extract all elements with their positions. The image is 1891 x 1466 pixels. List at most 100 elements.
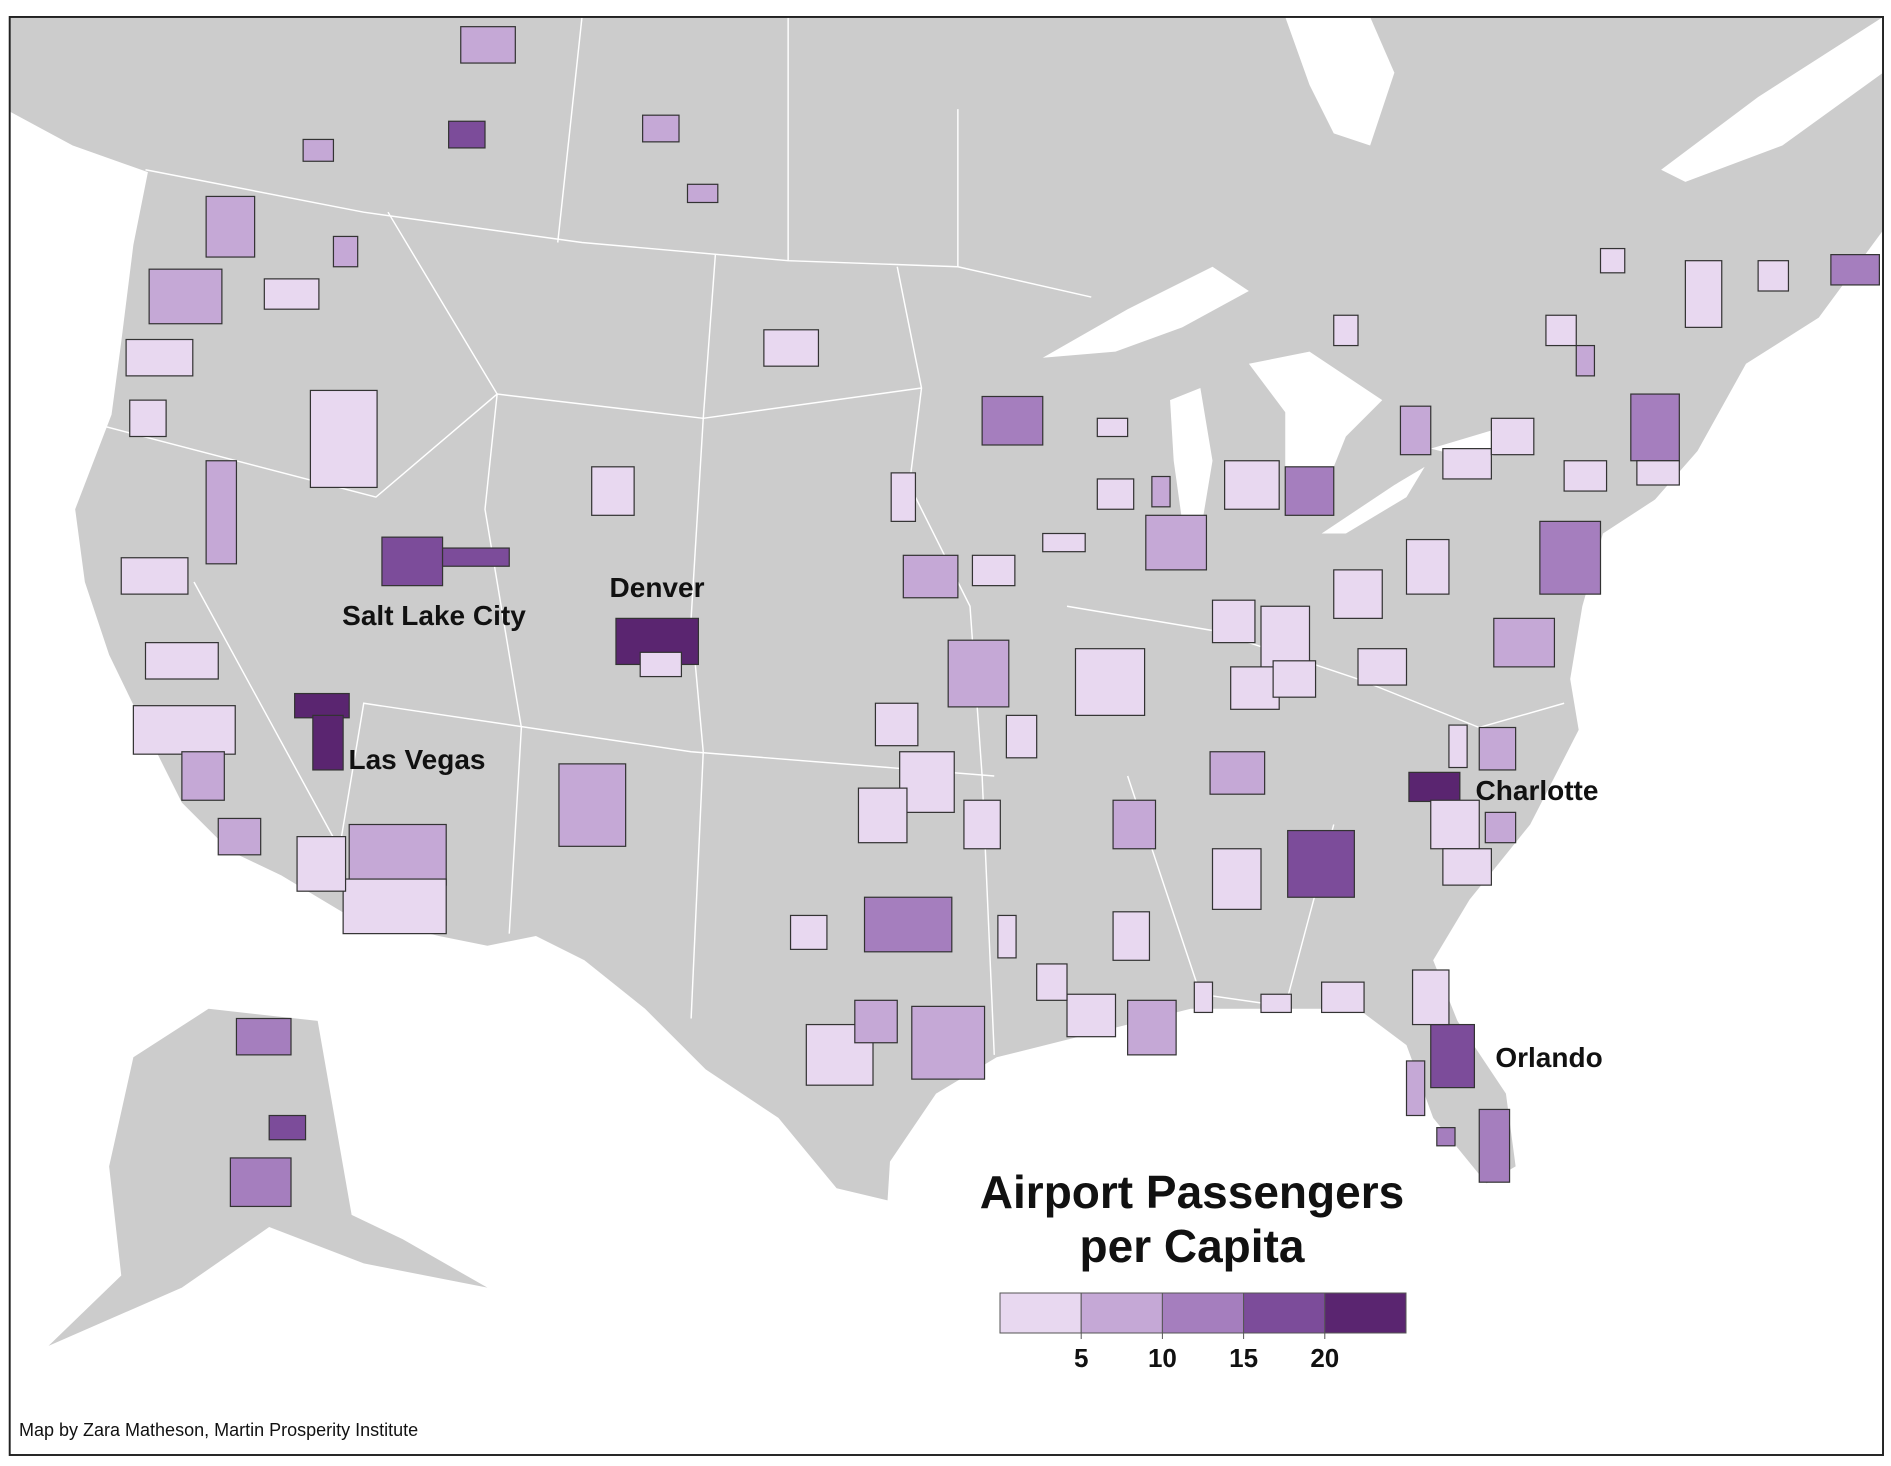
metro-area — [854, 999, 898, 1044]
metro-area — [342, 878, 447, 935]
metro-area — [1211, 848, 1262, 910]
metro-areas — [120, 26, 1880, 1208]
metro-area — [125, 338, 194, 377]
legend-tick-label: 20 — [1310, 1343, 1339, 1373]
metro-area — [1684, 260, 1723, 328]
metro-area — [144, 642, 219, 680]
city-label: Salt Lake City — [342, 600, 526, 631]
metro-area — [1005, 714, 1038, 759]
national-border — [145, 169, 1092, 298]
legend-tick-label: 5 — [1074, 1343, 1088, 1373]
lake-erie — [1321, 466, 1425, 534]
metro-area — [686, 183, 719, 204]
metro-area — [1066, 993, 1117, 1038]
metro-area — [890, 472, 917, 522]
metro-area — [1211, 599, 1256, 644]
metro-area — [591, 466, 635, 516]
metro-area — [348, 823, 447, 886]
metro-area — [120, 557, 189, 595]
metro-area — [460, 26, 516, 64]
metro-area — [1112, 911, 1151, 961]
metro-area — [1405, 1060, 1426, 1117]
city-labels: Salt Lake City Denver Las Vegas Charlott… — [342, 572, 1602, 1073]
metro-area — [1405, 538, 1450, 595]
metro-area — [217, 817, 262, 856]
metro-area — [1490, 417, 1535, 456]
city-label: Charlotte — [1476, 775, 1599, 806]
metro-area — [1074, 648, 1146, 716]
legend-swatch — [1161, 1292, 1245, 1334]
metro-area — [448, 120, 486, 149]
metro-area — [302, 138, 335, 162]
metro-area — [1151, 475, 1171, 508]
metro-area — [1599, 247, 1626, 274]
metro-area — [1545, 314, 1577, 347]
metro-area — [1042, 532, 1086, 553]
state-border — [1126, 775, 1335, 1008]
metro-area — [863, 896, 953, 953]
metro-area — [312, 714, 344, 771]
metro-area — [1230, 666, 1280, 710]
metro-area — [857, 787, 908, 844]
metro-area — [332, 235, 359, 268]
borders — [96, 16, 1565, 1055]
metro-area — [1209, 751, 1266, 795]
legend-title: per Capita — [1080, 1220, 1305, 1272]
hudson-bay — [1285, 16, 1395, 146]
metro-area — [132, 705, 236, 755]
legend: Airport Passengers per Capita 5 10 15 20 — [980, 1166, 1407, 1373]
metro-area — [263, 278, 320, 310]
metro-area — [1539, 520, 1602, 595]
metro-area — [558, 763, 627, 847]
legend-swatch — [999, 1292, 1082, 1334]
metro-area — [205, 195, 256, 258]
metro-area — [1448, 724, 1468, 769]
metro-area — [1260, 993, 1292, 1014]
legend-swatch — [1080, 1292, 1163, 1334]
metro-area — [441, 547, 510, 567]
metro-area — [1636, 460, 1680, 486]
legend-scale: 5 10 15 20 — [999, 1292, 1407, 1373]
metro-area — [1193, 981, 1214, 1014]
metro-area — [763, 329, 820, 367]
metro-area — [381, 536, 444, 587]
metro-area — [899, 751, 955, 813]
city-label: Las Vegas — [349, 744, 486, 775]
state-border — [387, 211, 523, 934]
metro-area — [947, 639, 1010, 708]
metro-area — [1563, 460, 1608, 492]
metro-area — [1321, 981, 1365, 1014]
metro-area — [789, 914, 828, 950]
metro-area — [1036, 963, 1068, 1001]
legend-title: Airport Passengers — [980, 1166, 1404, 1218]
metro-area — [1357, 648, 1408, 686]
metro-area — [1575, 344, 1596, 377]
metro-area — [1442, 448, 1492, 480]
metro-area — [1272, 660, 1317, 698]
frame — [8, 16, 1884, 1456]
metro-area — [1127, 999, 1177, 1056]
metro-area — [1399, 405, 1432, 456]
metro-area — [1408, 771, 1461, 803]
metro-area — [1484, 811, 1517, 844]
metro-area — [874, 702, 919, 747]
metro-area — [1145, 514, 1208, 571]
metro-area — [1096, 417, 1129, 438]
metro-area — [309, 389, 378, 489]
lake-huron — [1248, 351, 1383, 498]
credit: Map by Zara Matheson, Martin Prosperity … — [19, 1420, 418, 1440]
state-border — [193, 581, 995, 851]
metro-area — [1478, 726, 1517, 771]
metro-area — [205, 460, 238, 565]
metro-area — [1284, 466, 1335, 516]
legend-tick-label: 15 — [1229, 1343, 1258, 1373]
metro-area — [1757, 260, 1790, 292]
metro-area — [1333, 569, 1383, 619]
land — [9, 16, 1884, 1201]
metro-area — [1112, 799, 1157, 850]
city-label: Orlando — [1495, 1042, 1602, 1073]
metro-area — [129, 399, 167, 438]
metro-area — [1493, 617, 1556, 668]
